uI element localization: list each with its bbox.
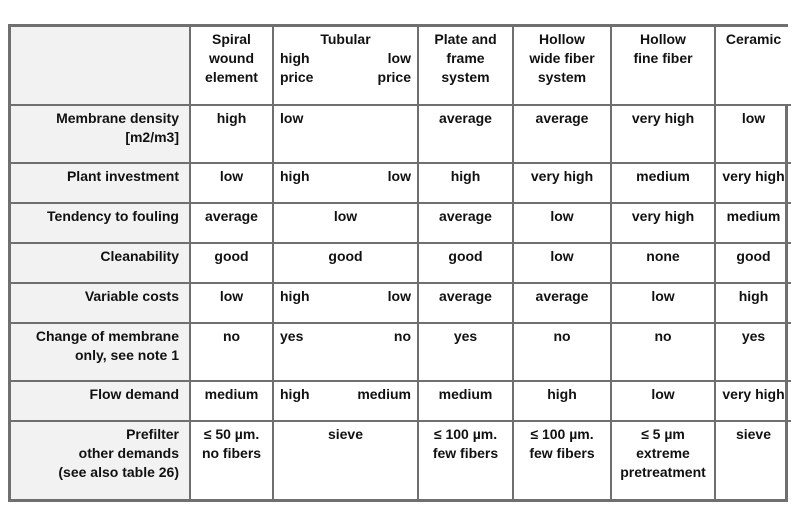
- row-label: Cleanability: [11, 242, 191, 284]
- cell-hollow-fine: none: [610, 242, 716, 284]
- cell-ceramic: low: [714, 105, 791, 164]
- cell-plate: average: [417, 282, 514, 324]
- table-row: Flow demand medium high medium medium hig…: [11, 380, 791, 422]
- table-row: Change of membrane only, see note 1 no y…: [11, 322, 791, 382]
- table-row: Tendency to fouling average low average …: [11, 202, 791, 244]
- cell-tubular-low: low: [387, 168, 411, 184]
- cell-hollow-fine: ≤ 5 µm extreme pretreatment: [610, 420, 716, 499]
- cell-hollow-wide: average: [512, 282, 612, 324]
- cell-tubular-high: high: [280, 288, 310, 304]
- cell-plate: average: [417, 202, 514, 244]
- cell-spiral: ≤ 50 µm. no fibers: [189, 420, 274, 499]
- cell-spiral: good: [189, 242, 274, 284]
- cell-hollow-fine: medium: [610, 162, 716, 204]
- cell-tubular: high low: [272, 162, 419, 204]
- cell-ceramic: sieve: [714, 420, 791, 499]
- row-label: Prefilter other demands (see also table …: [11, 420, 191, 499]
- cell-hollow-wide: low: [512, 202, 612, 244]
- table-row: Plant investment low high low high very h…: [11, 162, 791, 204]
- cell-tubular-low: low: [387, 288, 411, 304]
- cell-spiral: medium: [189, 380, 274, 422]
- cell-tubular: good: [272, 242, 419, 284]
- table-row: Cleanability good good good low none goo…: [11, 242, 791, 284]
- membrane-comparison-table: Spiral wound element Tubular high price …: [11, 27, 791, 499]
- cell-tubular-high: high: [280, 386, 310, 402]
- header-hollow-fine: Hollow fine fiber: [610, 27, 716, 106]
- header-plate-frame: Plate and frame system: [417, 27, 514, 106]
- cell-hollow-wide: no: [512, 322, 612, 382]
- cell-tubular: low: [272, 105, 419, 164]
- header-ceramic: Ceramic: [714, 27, 791, 106]
- cell-tubular: yes no: [272, 322, 419, 382]
- row-label: Plant investment: [11, 162, 191, 204]
- header-row: Spiral wound element Tubular high price …: [11, 27, 791, 106]
- cell-hollow-fine: very high: [610, 202, 716, 244]
- cell-ceramic: medium: [714, 202, 791, 244]
- cell-spiral: low: [189, 282, 274, 324]
- row-label: Flow demand: [11, 380, 191, 422]
- comparison-table-frame: Spiral wound element Tubular high price …: [8, 24, 791, 502]
- cell-hollow-fine: low: [610, 282, 716, 324]
- cell-tubular-high: high: [280, 168, 310, 184]
- cell-plate: yes: [417, 322, 514, 382]
- cell-hollow-wide: ≤ 100 µm. few fibers: [512, 420, 612, 499]
- cell-ceramic: very high: [714, 162, 791, 204]
- cell-plate: average: [417, 105, 514, 164]
- header-tubular-title: Tubular: [320, 31, 371, 47]
- row-label: Membrane density [m2/m3]: [11, 105, 191, 164]
- cell-hollow-wide: low: [512, 242, 612, 284]
- header-tubular-low-price: low price: [377, 50, 411, 85]
- cell-plate: ≤ 100 µm. few fibers: [417, 420, 514, 499]
- table-row: Variable costs low high low average avera…: [11, 282, 791, 324]
- cell-tubular-low: medium: [357, 386, 411, 402]
- cell-hollow-wide: average: [512, 105, 612, 164]
- header-hollow-wide: Hollow wide fiber system: [512, 27, 612, 106]
- cell-hollow-fine: very high: [610, 105, 716, 164]
- table-row: Prefilter other demands (see also table …: [11, 420, 791, 499]
- row-label: Change of membrane only, see note 1: [11, 322, 191, 382]
- cell-plate: medium: [417, 380, 514, 422]
- cell-spiral: low: [189, 162, 274, 204]
- row-label: Variable costs: [11, 282, 191, 324]
- cell-tubular: sieve: [272, 420, 419, 499]
- cell-tubular: high low: [272, 282, 419, 324]
- cell-plate: good: [417, 242, 514, 284]
- header-tubular: Tubular high price low price: [272, 27, 419, 106]
- header-corner: [11, 27, 191, 106]
- cell-tubular-high: low: [280, 110, 304, 126]
- row-label: Tendency to fouling: [11, 202, 191, 244]
- cell-hollow-wide: very high: [512, 162, 612, 204]
- header-spiral-wound: Spiral wound element: [189, 27, 274, 106]
- cell-tubular: low: [272, 202, 419, 244]
- cell-ceramic: very high: [714, 380, 791, 422]
- cell-tubular-high: yes: [280, 328, 304, 344]
- table-row: Membrane density [m2/m3] high low averag…: [11, 105, 791, 164]
- cell-hollow-wide: high: [512, 380, 612, 422]
- cell-plate: high: [417, 162, 514, 204]
- cell-spiral: average: [189, 202, 274, 244]
- cell-ceramic: high: [714, 282, 791, 324]
- cell-spiral: high: [189, 105, 274, 164]
- cell-tubular-low: no: [393, 328, 411, 344]
- cell-hollow-fine: low: [610, 380, 716, 422]
- cell-ceramic: yes: [714, 322, 791, 382]
- cell-tubular: high medium: [272, 380, 419, 422]
- cell-hollow-fine: no: [610, 322, 716, 382]
- cell-ceramic: good: [714, 242, 791, 284]
- header-tubular-high-price: high price: [280, 50, 314, 85]
- cell-spiral: no: [189, 322, 274, 382]
